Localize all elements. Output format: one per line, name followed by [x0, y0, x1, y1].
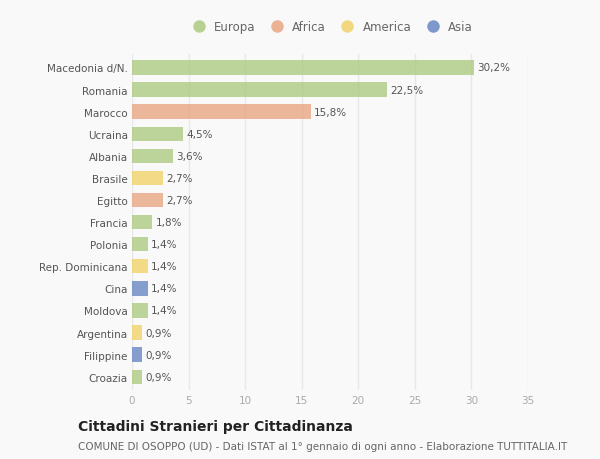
Bar	[132, 259, 148, 274]
Text: 3,6%: 3,6%	[176, 151, 203, 162]
Bar	[132, 215, 152, 230]
Text: 0,9%: 0,9%	[146, 372, 172, 382]
Text: 22,5%: 22,5%	[390, 85, 423, 95]
Text: 2,7%: 2,7%	[166, 174, 193, 184]
Bar	[132, 105, 311, 119]
Text: 1,4%: 1,4%	[151, 262, 178, 272]
Bar	[132, 171, 163, 186]
Text: 1,4%: 1,4%	[151, 284, 178, 294]
Text: 0,9%: 0,9%	[146, 350, 172, 360]
Bar	[132, 281, 148, 296]
Text: Cittadini Stranieri per Cittadinanza: Cittadini Stranieri per Cittadinanza	[78, 420, 353, 434]
Text: 1,4%: 1,4%	[151, 306, 178, 316]
Text: COMUNE DI OSOPPO (UD) - Dati ISTAT al 1° gennaio di ogni anno - Elaborazione TUT: COMUNE DI OSOPPO (UD) - Dati ISTAT al 1°…	[78, 441, 567, 451]
Bar	[132, 237, 148, 252]
Text: 1,4%: 1,4%	[151, 240, 178, 250]
Legend: Europa, Africa, America, Asia: Europa, Africa, America, Asia	[187, 21, 473, 34]
Text: 4,5%: 4,5%	[187, 129, 213, 140]
Bar	[132, 303, 148, 318]
Bar	[132, 370, 142, 384]
Bar	[132, 326, 142, 340]
Bar	[132, 149, 173, 164]
Text: 30,2%: 30,2%	[477, 63, 510, 73]
Bar	[132, 127, 183, 142]
Text: 0,9%: 0,9%	[146, 328, 172, 338]
Bar	[132, 348, 142, 362]
Text: 1,8%: 1,8%	[156, 218, 182, 228]
Bar	[132, 193, 163, 208]
Bar	[132, 61, 473, 75]
Text: 2,7%: 2,7%	[166, 196, 193, 206]
Bar	[132, 83, 386, 97]
Text: 15,8%: 15,8%	[314, 107, 347, 118]
